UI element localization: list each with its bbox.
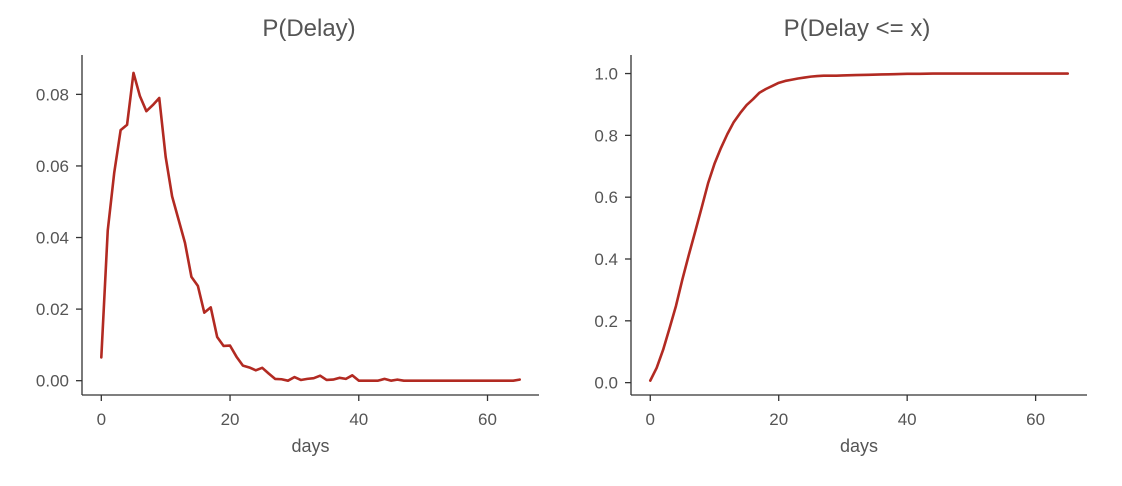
cdf-y-tick-label: 0.0	[594, 374, 618, 393]
pdf-x-tick-label: 0	[97, 410, 106, 429]
cdf-y-tick-label: 0.8	[594, 126, 618, 145]
cdf-chart-panel: P(Delay <= x) 0 20 40 60 0.0 0.2 0.4 0.6 0.8 1.0 da…	[594, 15, 1087, 456]
cdf-x-tick-label: 40	[898, 410, 917, 429]
cdf-y-tick-label: 0.4	[594, 250, 618, 269]
cdf-chart-title: P(Delay <= x)	[784, 15, 931, 42]
pdf-x-tick-label: 60	[478, 410, 497, 429]
cdf-x-tick-label: 0	[646, 410, 655, 429]
pdf-x-axis-label: days	[291, 436, 329, 456]
cdf-series-line	[648, 72, 1070, 382]
pdf-chart-title: P(Delay)	[262, 15, 355, 42]
pdf-y-tick-label: 0.02	[36, 300, 69, 319]
cdf-x-axis-label: days	[840, 436, 878, 456]
pdf-y-tick-label: 0.04	[36, 229, 69, 248]
cdf-y-tick-label: 1.0	[594, 65, 618, 84]
pdf-y-tick-label: 0.08	[36, 85, 69, 104]
pdf-x-tick-label: 40	[349, 410, 368, 429]
cdf-y-tick-label: 0.6	[594, 188, 618, 207]
pdf-y-tick-label: 0.06	[36, 157, 69, 176]
pdf-chart-panel: P(Delay) 0 20 40 60 0.00 0.02 0.04 0.06 0.08 days	[36, 15, 539, 456]
pdf-x-tick-label: 20	[221, 410, 240, 429]
cdf-x-tick-label: 60	[1026, 410, 1045, 429]
cdf-x-tick-label: 20	[769, 410, 788, 429]
pdf-series-line	[100, 71, 521, 382]
pdf-y-tick-label: 0.00	[36, 372, 69, 391]
cdf-y-tick-label: 0.2	[594, 312, 618, 331]
